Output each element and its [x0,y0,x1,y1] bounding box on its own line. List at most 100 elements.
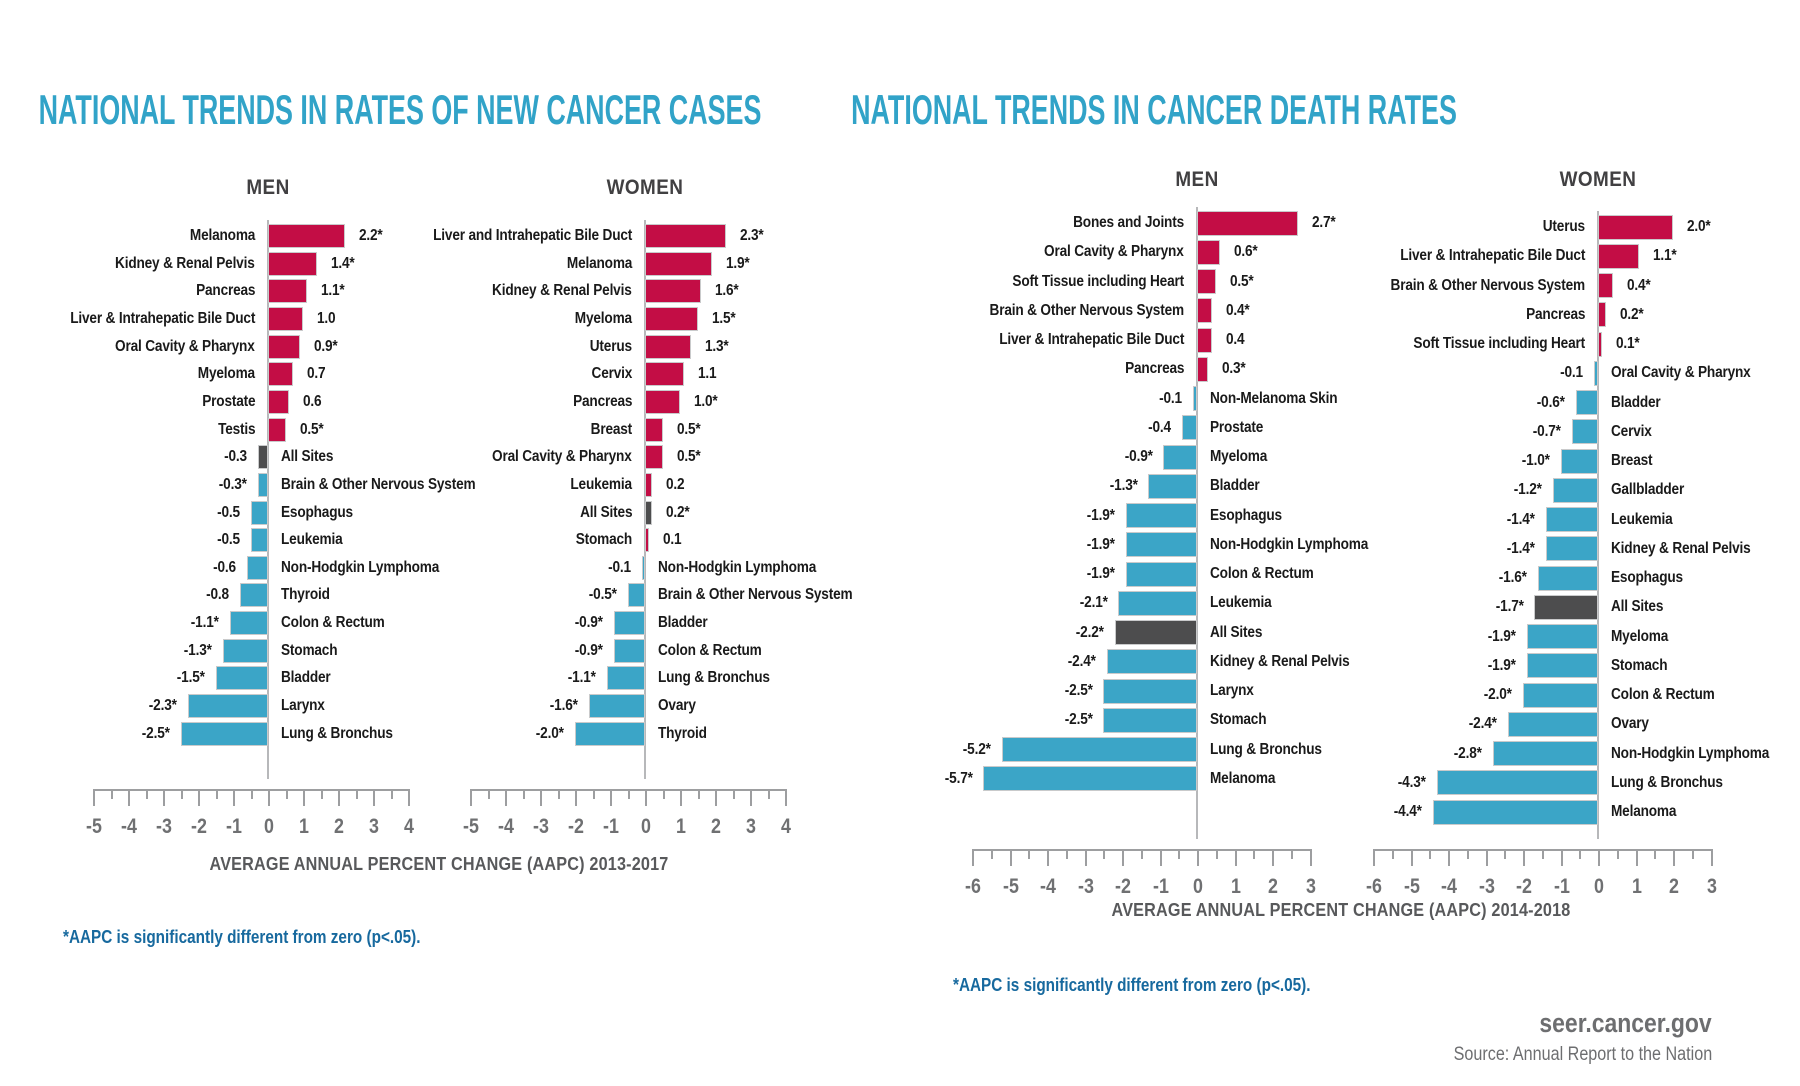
category-label: Thyroid [281,586,330,604]
value-label: 0.4 [1226,331,1245,348]
value-label: 0.3* [1222,360,1246,378]
value-label: -2.0* [536,724,564,742]
axis-tick [1309,849,1312,866]
bar [606,666,645,691]
category-label: Uterus [589,337,632,355]
bar [645,528,649,553]
bar [1125,561,1197,587]
axis-tick-label: 1 [299,815,309,838]
bar [250,528,268,553]
value-label: -1.7* [1495,598,1524,616]
axis-tick-label: 0 [1193,875,1203,898]
axis-minor-tick [250,789,253,799]
bar [257,472,268,497]
axis-minor-tick [1253,849,1256,859]
value-label: 2.7* [1312,214,1336,231]
category-label: Myeloma [197,365,255,383]
axis-tick-label: 0 [1594,875,1604,898]
axis-tick [1598,849,1600,866]
category-label: Kidney & Renal Pelvis [115,254,255,272]
axis-minor-tick [1691,849,1694,859]
value-label: -1.1* [190,614,219,632]
category-label: Melanoma [1210,769,1276,787]
axis-tick [1159,849,1162,866]
axis-minor-tick [355,789,358,799]
value-label: -2.5* [1064,711,1093,729]
bar [222,638,268,663]
value-label: 0.9* [313,337,338,355]
axis-tick [1673,849,1675,866]
category-label: Stomach [1210,711,1267,729]
bar [1493,741,1598,766]
axis-tick-label: 4 [404,815,414,838]
axis-minor-tick [1579,849,1582,859]
bar [1523,682,1598,708]
value-label: 0.6* [1233,243,1258,261]
bar [983,766,1197,792]
axis-tick-label: 4 [781,815,791,838]
axis-tick-label: -3 [1478,875,1495,898]
death-rates-women-label: WOMEN [1559,168,1637,191]
axis-minor-tick [285,789,288,799]
bar [1197,298,1212,324]
value-label: -0.9* [1124,448,1153,465]
category-label: Myeloma [1611,627,1669,645]
category-label: Prostate [201,392,255,410]
bar [1197,356,1209,382]
bar [268,389,289,414]
value-label: -2.4* [1469,715,1497,733]
axis-tick [1009,849,1012,866]
axis-tick-label: -3 [1077,875,1094,898]
value-label: -1.6* [1499,569,1527,586]
value-label: -0.1 [1560,364,1584,382]
value-label: 0.5* [1229,272,1254,290]
axis-tick [1373,849,1375,866]
category-label: Kidney & Renal Pelvis [492,282,632,300]
axis-tick-label: -6 [1366,875,1382,898]
seer-site-link[interactable]: seer.cancer.gov [1539,1008,1712,1038]
axis-tick [1197,849,1199,866]
new-cases-women-label: WOMEN [606,176,684,199]
value-label: -0.5 [216,531,240,549]
value-label: -1.1* [567,669,596,687]
bar [645,389,680,414]
bar [1598,214,1673,240]
value-label: -1.4* [1506,539,1535,557]
axis-tick [198,789,200,806]
bar [1002,737,1197,762]
axis-minor-tick [990,849,993,859]
value-label: 1.5* [711,309,736,327]
category-label: All Sites [579,503,632,521]
axis-minor-tick [767,789,770,799]
value-label: 0.5* [676,420,701,438]
value-label: -1.9* [1086,565,1115,582]
axis-tick [1084,849,1087,866]
category-label: Myeloma [574,309,632,327]
axis-minor-tick [145,789,148,799]
value-label: -0.1 [607,558,631,576]
value-label: -4.4* [1394,803,1422,820]
bar [1560,448,1598,474]
axis-tick-label: 1 [676,815,686,838]
category-label: Brain & Other Nervous System [658,586,853,604]
axis-tick [1234,849,1237,866]
category-label: Pancreas [1525,305,1585,323]
category-label: Bladder [281,669,331,687]
category-label: Soft Tissue including Heart [1413,335,1585,352]
value-label: -1.9* [1086,506,1115,524]
axis-minor-tick [1466,849,1469,859]
category-label: All Sites [1611,598,1664,616]
axis-tick-label: -4 [498,815,514,838]
axis-tick [233,789,235,806]
value-label: 1.1 [697,365,717,383]
value-label: -1.5* [176,669,205,687]
axis-tick [408,789,410,806]
axis-tick-label: 1 [1230,875,1241,898]
category-label: Pancreas [195,282,255,300]
axis-minor-tick [1103,849,1106,859]
axis-minor-tick [1178,849,1181,859]
bar [1433,799,1598,825]
bar [1103,707,1197,733]
value-label: -2.5* [141,724,170,742]
axis-tick [93,789,95,806]
